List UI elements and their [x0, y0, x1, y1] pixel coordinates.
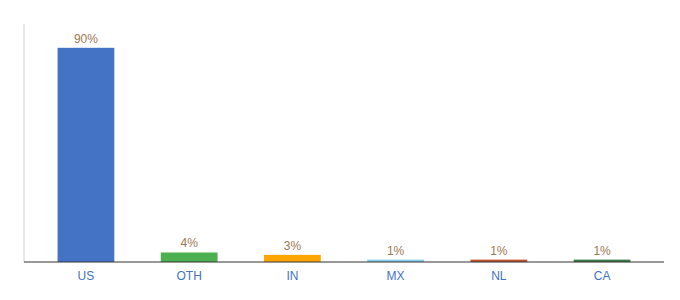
- data-label: 1%: [490, 244, 508, 258]
- bar: [58, 48, 115, 262]
- x-tick-label: IN: [286, 269, 298, 283]
- data-label: 1%: [387, 244, 405, 258]
- x-tick-label: CA: [594, 269, 611, 283]
- x-tick-label: US: [78, 269, 95, 283]
- x-tick-label: OTH: [176, 269, 201, 283]
- chart-container: 90% 4% 3% 1% 1% 1% US OTH IN MX NL CA: [0, 0, 680, 300]
- x-tick-label: MX: [387, 269, 405, 283]
- x-tick-labels: US OTH IN MX NL CA: [78, 269, 611, 283]
- y-range-line: [24, 24, 25, 262]
- chart-svg: 90% 4% 3% 1% 1% 1% US OTH IN MX NL CA: [0, 0, 680, 300]
- bar: [264, 255, 321, 262]
- data-label: 1%: [593, 244, 611, 258]
- data-label: 4%: [180, 236, 198, 250]
- data-labels: 90% 4% 3% 1% 1% 1%: [74, 32, 611, 258]
- bars: [58, 48, 631, 262]
- x-tick-label: NL: [491, 269, 507, 283]
- data-label: 90%: [74, 32, 98, 46]
- data-label: 3%: [284, 239, 302, 253]
- x-axis-line: [24, 262, 664, 263]
- bar: [161, 252, 218, 262]
